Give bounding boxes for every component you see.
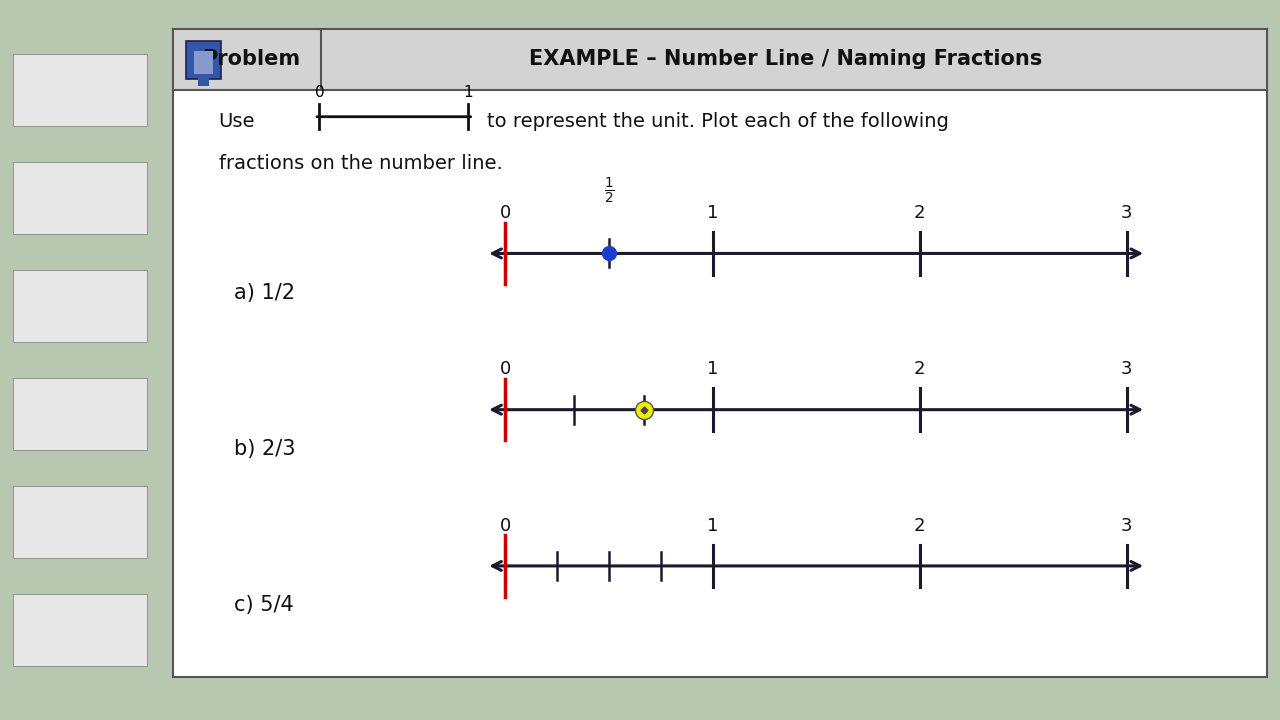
Bar bbox=[193, 51, 214, 74]
Text: fractions on the number line.: fractions on the number line. bbox=[219, 153, 502, 173]
Bar bbox=[198, 77, 209, 86]
Text: 2: 2 bbox=[914, 517, 925, 535]
Text: $\frac{1}{2}$: $\frac{1}{2}$ bbox=[604, 176, 614, 206]
Bar bbox=[13, 162, 147, 234]
Text: Use: Use bbox=[219, 112, 255, 131]
Text: 0: 0 bbox=[315, 85, 324, 100]
Text: EXAMPLE – Number Line / Naming Fractions: EXAMPLE – Number Line / Naming Fractions bbox=[529, 50, 1042, 69]
Bar bbox=[13, 270, 147, 342]
Text: 0: 0 bbox=[499, 204, 511, 222]
Text: 2: 2 bbox=[914, 204, 925, 222]
Text: a) 1/2: a) 1/2 bbox=[234, 282, 296, 302]
Bar bbox=[13, 54, 147, 126]
Bar bbox=[13, 486, 147, 558]
Text: 1: 1 bbox=[707, 204, 718, 222]
Text: 0: 0 bbox=[499, 361, 511, 379]
Text: 3: 3 bbox=[1121, 361, 1133, 379]
Text: 3: 3 bbox=[1121, 517, 1133, 535]
Text: 1: 1 bbox=[463, 85, 474, 100]
Text: 1: 1 bbox=[707, 517, 718, 535]
Text: 2: 2 bbox=[914, 361, 925, 379]
Text: 1: 1 bbox=[707, 361, 718, 379]
Text: to represent the unit. Plot each of the following: to represent the unit. Plot each of the … bbox=[488, 112, 950, 131]
Text: 0: 0 bbox=[499, 517, 511, 535]
Bar bbox=[13, 378, 147, 450]
Bar bbox=[13, 594, 147, 666]
Text: c) 5/4: c) 5/4 bbox=[234, 595, 294, 615]
Text: Problem: Problem bbox=[202, 50, 301, 69]
Text: b) 2/3: b) 2/3 bbox=[234, 438, 296, 459]
Text: 3: 3 bbox=[1121, 204, 1133, 222]
Bar bbox=[186, 41, 221, 79]
